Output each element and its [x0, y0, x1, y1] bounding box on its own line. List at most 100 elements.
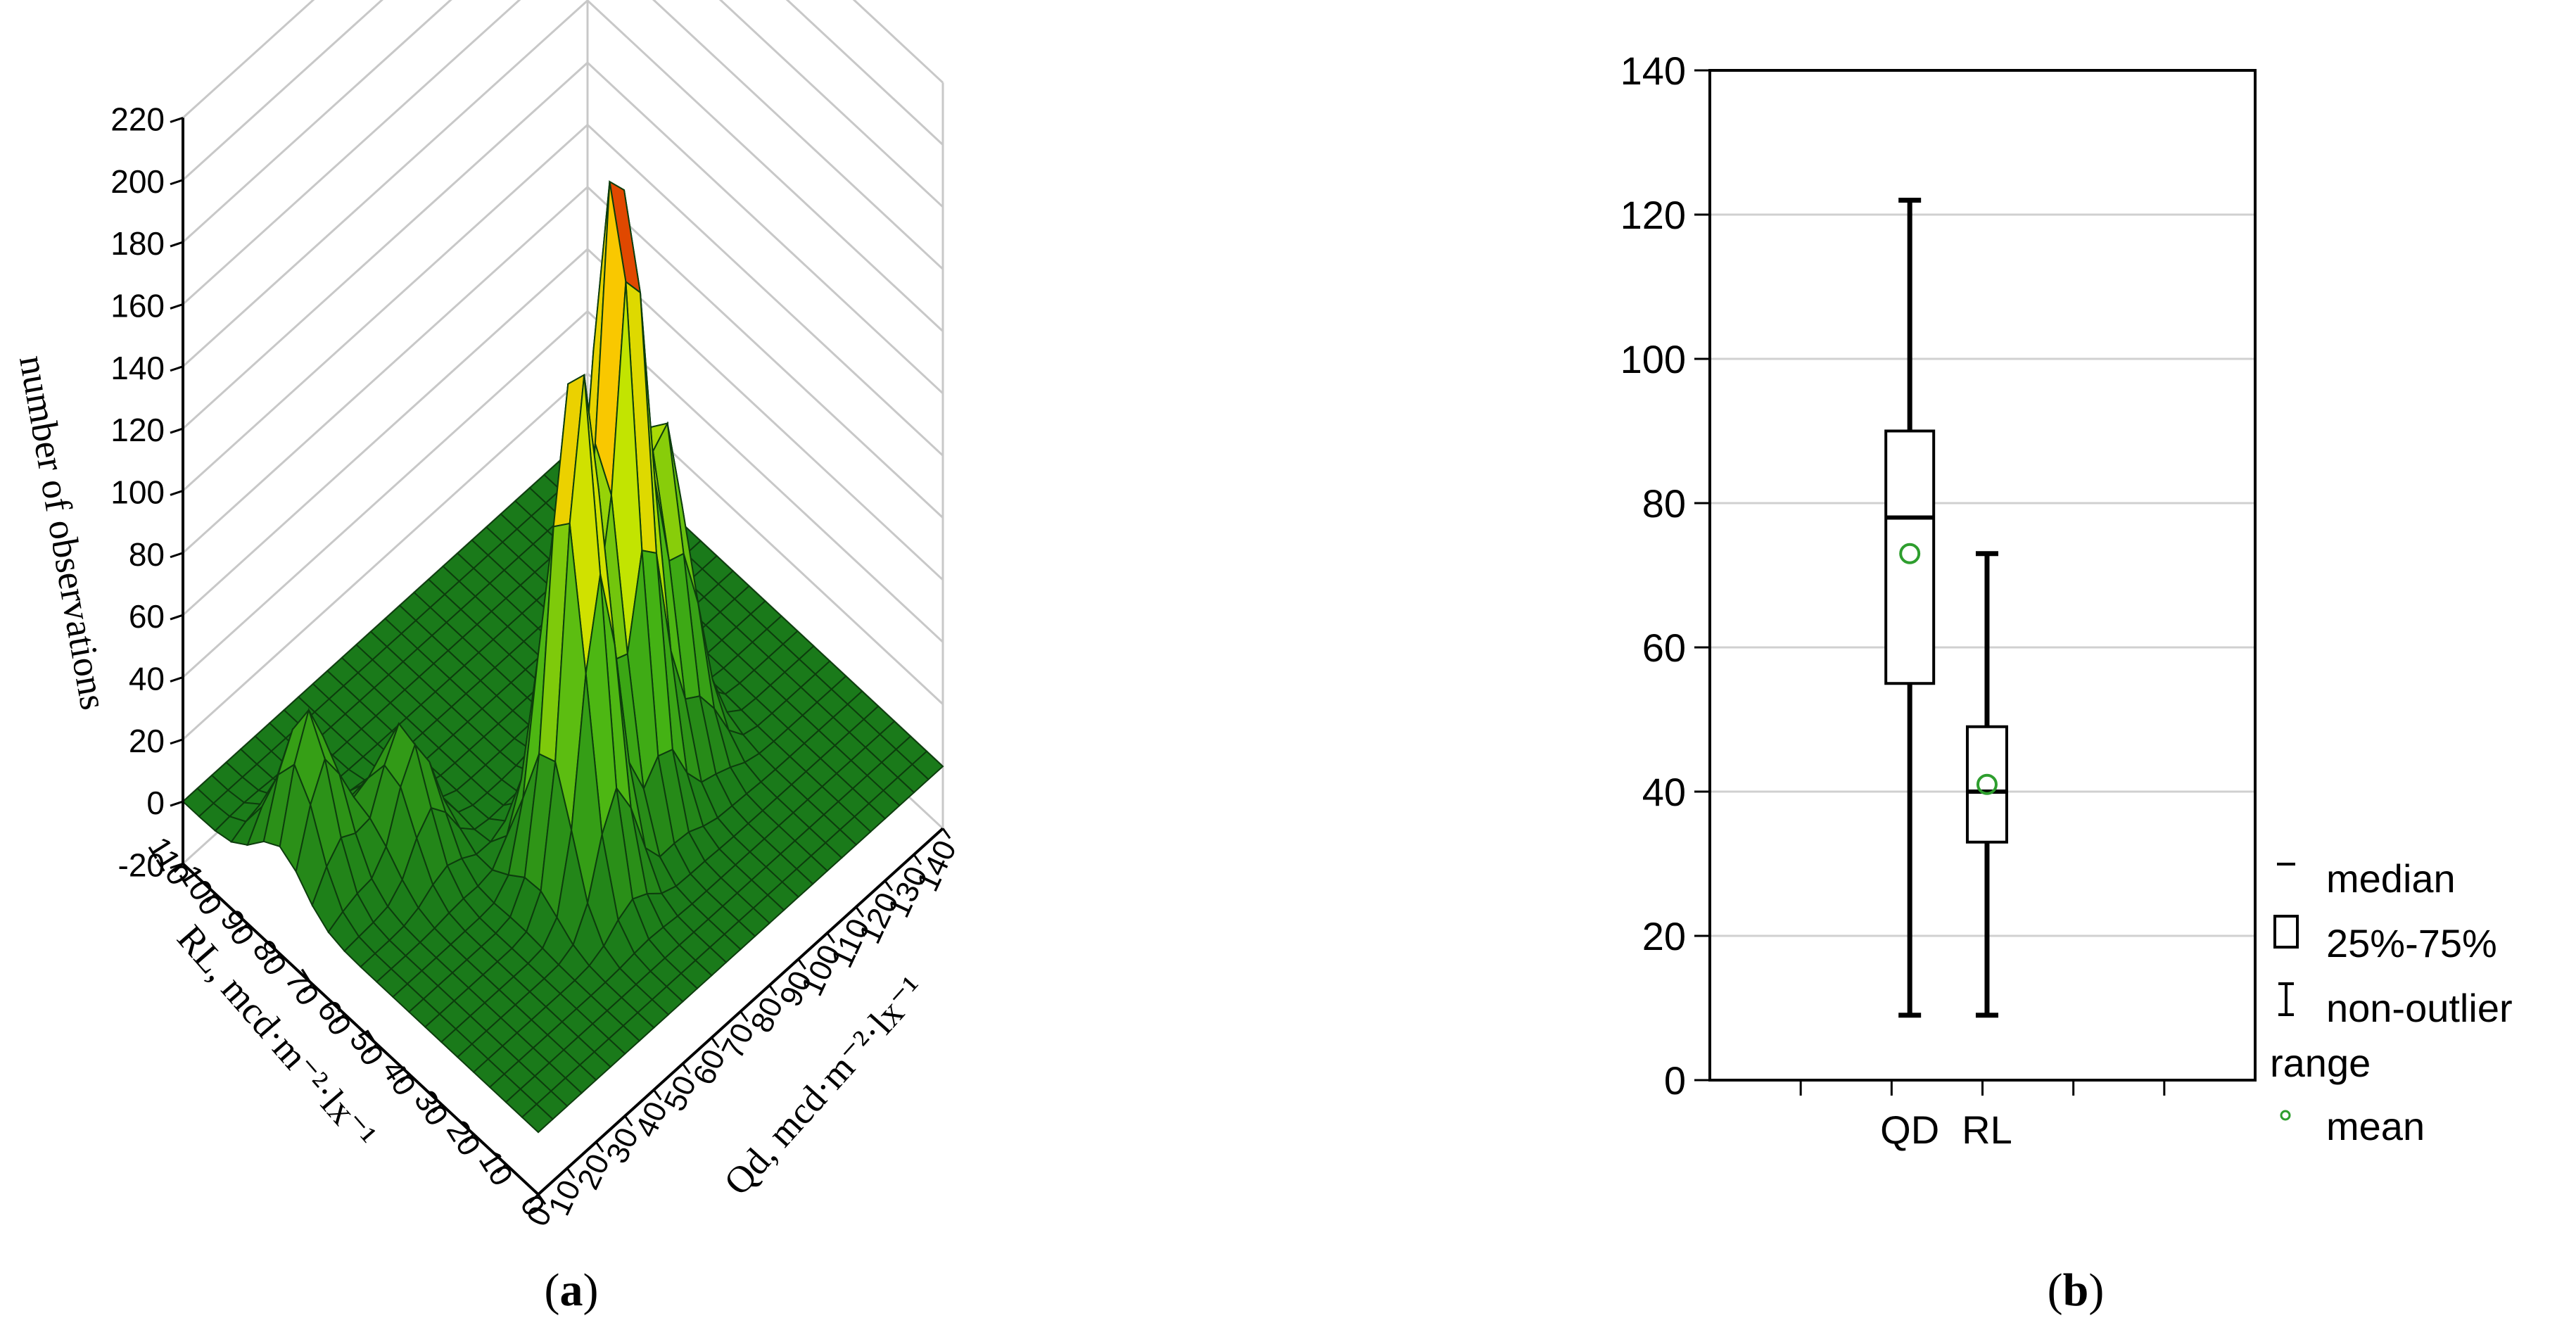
- y-tick-mark: [173, 863, 184, 873]
- z-tick-label: 180: [110, 225, 165, 262]
- y-tick-label: 50: [343, 1025, 390, 1072]
- y-tick-mark: [335, 1013, 345, 1024]
- z-tick-mark: [170, 303, 184, 310]
- x-tick-mark: [595, 1141, 604, 1153]
- z-axis-label: number of observations: [11, 353, 115, 714]
- y-tick-label: 10: [472, 1145, 519, 1192]
- box-plot-boxes: [1884, 198, 2008, 1018]
- y-tick-mark: [303, 983, 313, 994]
- legend-whisker-swatch: [2278, 982, 2294, 1016]
- y-tick-mark: [528, 1193, 540, 1204]
- panel-a-caption: (a): [545, 1264, 599, 1316]
- y-tick-label: 0: [1664, 1058, 1686, 1103]
- y-tick-label: 40: [1642, 770, 1686, 814]
- y-tick-label: 30: [407, 1084, 455, 1131]
- y-tick-label: 140: [1620, 49, 1686, 93]
- wall-gridline: [182, 0, 944, 305]
- wall-gridline: [182, 0, 944, 181]
- y-tick-mark: [238, 923, 248, 933]
- iqr-box: [1965, 725, 2008, 844]
- box-plot-y-ticks: 0 20 40 60 80 100 120 140: [1620, 49, 1710, 1103]
- surface-cell: [311, 864, 344, 934]
- y-tick-label: 60: [1642, 626, 1686, 670]
- y-tick-mark: [270, 953, 281, 963]
- x-tick-mark: [537, 1193, 547, 1205]
- z-tick-mark: [170, 179, 184, 186]
- box-plot-x-ticks: QD RL: [1799, 1080, 2166, 1152]
- surface-cell: [401, 836, 434, 910]
- x-tick-mark: [855, 906, 865, 918]
- surface-cell: [371, 844, 403, 908]
- x-tick-mark: [682, 1063, 691, 1074]
- legend-box-label: 25%-75%: [2326, 921, 2497, 965]
- box-plot-panel: 0 20 40 60 80 100 120 140 QD RL median 25%-75% non…: [1620, 49, 2513, 1316]
- y-tick-label: 80: [1642, 481, 1686, 526]
- z-tick-label: 40: [129, 660, 165, 697]
- legend-median-label: median: [2326, 856, 2456, 901]
- z-tick-mark: [170, 552, 184, 559]
- legend-mean-label: mean: [2326, 1104, 2425, 1148]
- y-tick-label: 70: [278, 964, 325, 1011]
- y-tick-label: 20: [440, 1115, 487, 1162]
- x-tick-mark: [653, 1089, 662, 1101]
- x-tick-mark: [826, 932, 835, 944]
- x-tick-mark: [623, 1115, 633, 1127]
- wall-gridline: [182, 0, 944, 243]
- surface-cell: [521, 1103, 554, 1134]
- z-tick-mark: [170, 800, 184, 807]
- y-tick-mark: [367, 1043, 378, 1053]
- z-tick-mark: [170, 614, 184, 621]
- z-tick-label: 80: [129, 536, 165, 573]
- y-tick-mark: [205, 893, 216, 904]
- surface-peaks: [230, 180, 746, 948]
- z-tick-label: 220: [110, 101, 165, 137]
- panel-b-caption: (b): [2048, 1264, 2105, 1316]
- box-plot-legend: median 25%-75% non-outlier range mean: [2270, 856, 2513, 1148]
- z-tick-mark: [170, 241, 184, 248]
- z-tick-mark: [170, 738, 184, 745]
- x-tick-mark: [913, 854, 922, 866]
- x-tick-mark: [711, 1036, 720, 1048]
- x-tick-mark: [797, 958, 806, 970]
- y-tick-label: 120: [1620, 193, 1686, 237]
- y-tick-mark: [464, 1133, 475, 1144]
- z-tick-label: 120: [110, 412, 165, 448]
- plot-frame: [1708, 69, 2257, 1082]
- y-tick-label: 20: [1642, 914, 1686, 958]
- z-tick-mark: [170, 427, 184, 434]
- z-tick-label: 60: [129, 598, 165, 635]
- legend-range-label: non-outlier: [2326, 986, 2513, 1030]
- box-plot-gridlines: [1710, 69, 2255, 1082]
- z-tick-mark: [170, 116, 184, 123]
- legend-box-swatch: [2273, 915, 2299, 949]
- mean-marker: [1976, 773, 1998, 795]
- legend-mean-swatch: [2280, 1110, 2291, 1121]
- y-tick-mark: [400, 1073, 410, 1084]
- y-tick-label: 80: [246, 934, 293, 981]
- y-tick-label: 40: [375, 1054, 422, 1101]
- mean-marker: [1899, 543, 1921, 564]
- x-tick-mark: [566, 1167, 576, 1179]
- y-axis-line: [182, 862, 540, 1196]
- z-tick-mark: [170, 365, 184, 372]
- z-tick-mark: [170, 489, 184, 496]
- z-tick-label: 0: [146, 785, 165, 821]
- surface-cell: [556, 830, 589, 947]
- wall-gridline: [182, 61, 944, 430]
- z-tick-mark: [170, 676, 184, 683]
- y-tick-label: 60: [310, 994, 357, 1041]
- surface-cell: [587, 834, 619, 948]
- z-tick-label: 140: [110, 350, 165, 386]
- z-tick-label: 100: [110, 474, 165, 510]
- box-plot-frame: [1708, 69, 2257, 1082]
- z-tick-label: 160: [110, 287, 165, 324]
- z-tick-label: 200: [110, 163, 165, 200]
- x-tick-mark: [740, 1010, 749, 1022]
- legend-range-label-cont: range: [2270, 1041, 2371, 1085]
- y-tick-mark: [497, 1163, 507, 1174]
- x-tick-mark: [768, 984, 778, 996]
- x-tick-label: RL: [1962, 1108, 2012, 1152]
